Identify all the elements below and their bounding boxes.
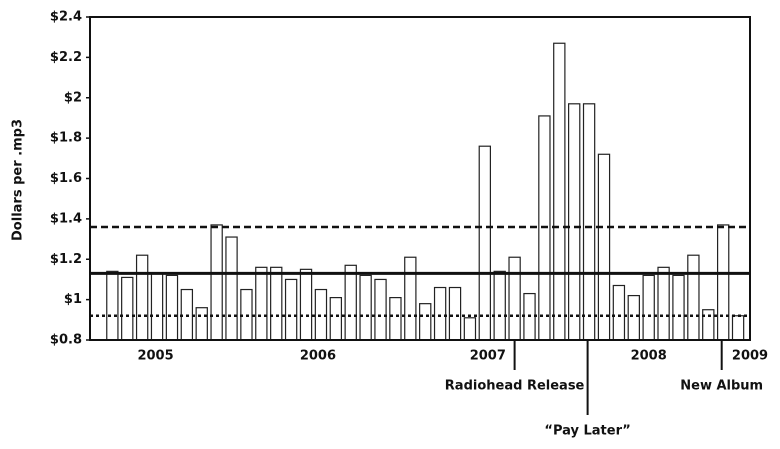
bar [642, 274, 655, 341]
bar [135, 254, 149, 341]
bar [612, 284, 626, 341]
bar [210, 224, 223, 341]
bar [121, 276, 134, 341]
bar [284, 278, 298, 341]
bar [702, 309, 715, 341]
bar [165, 274, 179, 341]
bar [359, 274, 372, 341]
bar [106, 270, 119, 341]
annotation-text: New Album [680, 379, 763, 394]
y-tick-label: $2.4 [50, 10, 82, 25]
bar [195, 307, 208, 341]
x-tick-label: 2005 [137, 349, 173, 364]
y-tick-label: $1.2 [50, 252, 82, 267]
bar [731, 315, 745, 341]
bar [568, 103, 581, 341]
bar [627, 294, 640, 341]
bar [478, 145, 491, 341]
bar [329, 297, 343, 341]
bar [508, 256, 521, 341]
annotation-text: “Pay Later” [544, 424, 630, 439]
bar [419, 303, 432, 341]
bar [344, 264, 357, 341]
y-tick-label: $1.8 [50, 131, 82, 146]
x-tick-label: 2007 [470, 349, 506, 364]
bar [597, 153, 611, 341]
y-tick-label: $2 [64, 90, 82, 105]
x-tick-label: 2006 [300, 349, 336, 364]
y-tick-label: $1.4 [50, 211, 82, 226]
bar [448, 286, 462, 341]
bar [553, 42, 566, 341]
bar [225, 236, 238, 341]
x-tick-label: 2009 [732, 349, 768, 364]
bar [433, 286, 447, 341]
bar [404, 256, 417, 341]
y-tick-label: $1.6 [50, 171, 82, 186]
annotation-text: Radiohead Release [445, 379, 585, 394]
bar [672, 274, 685, 341]
bar [255, 266, 268, 341]
y-tick-label: $2.2 [50, 50, 82, 65]
bar [687, 254, 700, 341]
bar [150, 272, 164, 341]
bar [299, 268, 313, 341]
bar [270, 266, 283, 341]
bar [463, 317, 477, 341]
x-tick-label: 2008 [631, 349, 667, 364]
plot-frame [89, 16, 751, 341]
bar [374, 278, 387, 341]
bar [582, 103, 596, 341]
bar [716, 224, 730, 341]
y-tick-label: $0.8 [50, 333, 82, 348]
bar [389, 297, 402, 341]
y-tick-label: $1 [64, 292, 82, 307]
y-axis-label: Dollars per .mp3 [11, 119, 26, 241]
bar [493, 270, 506, 341]
bar [657, 266, 670, 341]
